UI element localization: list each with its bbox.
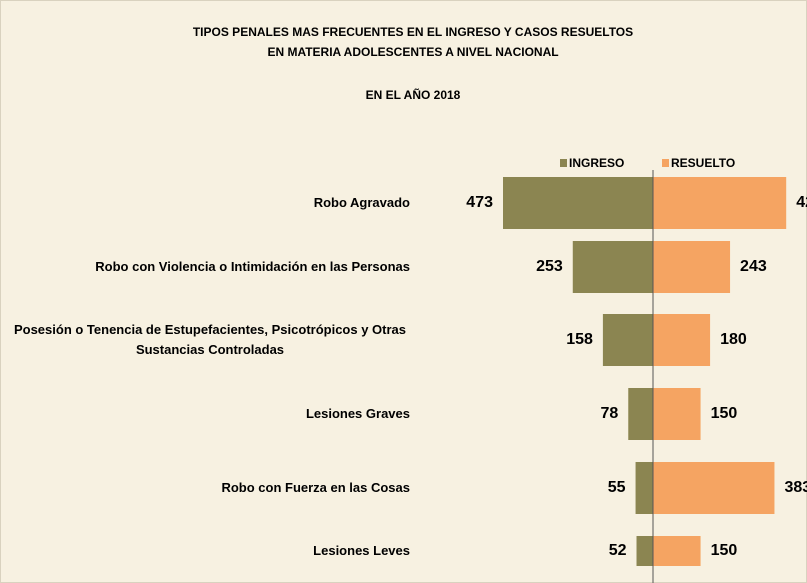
value-label: 420 [796, 194, 807, 211]
legend-label: INGRESO [569, 156, 624, 170]
bar [653, 536, 701, 566]
bar [602, 314, 653, 366]
value-label: 243 [740, 258, 767, 275]
category-text: Robo con Violencia o Intimidación en las… [95, 259, 410, 274]
bar [572, 241, 653, 293]
category-label: Robo Agravado [6, 193, 410, 213]
bar [503, 177, 653, 229]
category-label: Lesiones Leves [6, 541, 410, 561]
category-text: Lesiones Graves [305, 406, 410, 421]
value-label: 55 [608, 479, 626, 496]
chart-subtitle: EN EL AÑO 2018 [366, 87, 461, 102]
bar [635, 462, 653, 514]
bar [653, 241, 731, 293]
category-text: Robo Agravado [313, 195, 410, 210]
legend-swatch [560, 159, 567, 167]
value-label: 383 [784, 479, 807, 496]
legend-swatch [662, 159, 669, 167]
category-label: Lesiones Graves [6, 404, 410, 424]
bar [653, 388, 701, 440]
value-label: 52 [609, 542, 627, 559]
category-label: Robo con Fuerza en las Cosas [6, 478, 410, 498]
legend-label: RESUELTO [671, 156, 735, 170]
value-label: 78 [600, 405, 618, 422]
category-label: Posesión o Tenencia de Estupefacientes, … [6, 320, 410, 360]
value-label: 473 [466, 194, 493, 211]
category-label: Robo con Violencia o Intimidación en las… [6, 257, 410, 277]
value-label: 150 [711, 405, 738, 422]
category-text: Robo con Fuerza en las Cosas [221, 480, 410, 495]
value-label: 253 [536, 258, 563, 275]
chart-title: TIPOS PENALES MAS FRECUENTES EN EL INGRE… [193, 25, 633, 59]
category-text: Posesión o Tenencia de Estupefacientes, … [13, 322, 407, 357]
bar [653, 177, 787, 229]
value-label: 180 [720, 331, 747, 348]
category-text: Lesiones Leves [313, 543, 410, 558]
bar [628, 388, 653, 440]
bar [636, 536, 653, 566]
bar [653, 314, 711, 366]
value-label: 158 [566, 331, 593, 348]
value-label: 150 [711, 542, 738, 559]
bar [653, 462, 775, 514]
